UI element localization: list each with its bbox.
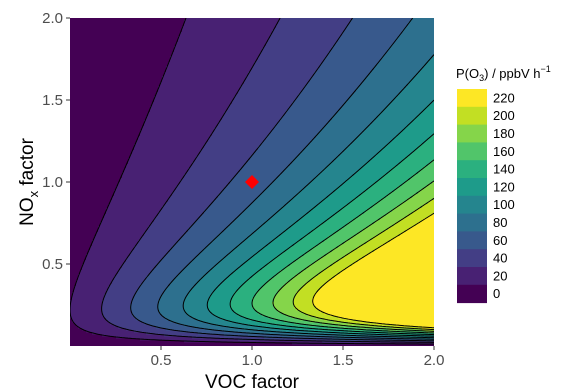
legend-label-100: 100	[493, 197, 515, 212]
legend-label-180: 180	[493, 126, 515, 141]
legend-label-120: 120	[493, 179, 515, 194]
legend-key-140	[457, 160, 487, 179]
y-axis-title: NOx factor	[17, 137, 41, 225]
legend-label-140: 140	[493, 162, 515, 177]
legend-label-220: 220	[493, 90, 515, 105]
contour-band-200	[294, 200, 434, 331]
x-tick-label: 1.0	[242, 352, 263, 369]
contour-line-140	[229, 133, 434, 336]
legend-label-200: 200	[493, 108, 515, 123]
x-tick-label: 2.0	[424, 352, 445, 369]
x-tick-label: 0.5	[151, 352, 172, 369]
contour-line-220	[312, 212, 434, 329]
legend-key-40	[457, 249, 487, 268]
contour-band-20	[70, 18, 434, 345]
colorbar-legend: P(O3) / ppbV h−1 22020018016014012010080…	[456, 64, 551, 304]
legend-title-pre: P(O	[456, 66, 479, 81]
y-tick-label: 0.5	[42, 256, 63, 273]
y-axis-title-base: NO	[17, 197, 38, 226]
legend-title-sup: −1	[541, 64, 551, 74]
legend-title-sub: 3	[479, 73, 484, 83]
y-axis-title-sub: x	[26, 190, 41, 197]
y-axis: 0.5 1.0 1.5 2.0	[42, 10, 70, 273]
contour-line-200	[292, 197, 434, 331]
legend-key-20	[457, 267, 487, 286]
legend-label-0: 0	[493, 286, 500, 301]
legend-key-80	[457, 213, 487, 232]
contour-line-40	[101, 18, 434, 343]
x-axis-title: VOC factor	[205, 372, 300, 392]
legend-key-60	[457, 231, 487, 250]
legend-label-60: 60	[493, 233, 507, 248]
y-tick-label: 1.5	[42, 92, 63, 109]
contour-band-120	[208, 102, 434, 337]
y-tick-label: 1.0	[42, 174, 63, 191]
contour-line-80	[157, 18, 434, 340]
contour-band-100	[184, 56, 434, 339]
contour-line-60	[130, 18, 434, 342]
legend-key-200	[457, 106, 487, 126]
legend-key-160	[457, 142, 487, 161]
legend-title: P(O3) / ppbV h−1	[456, 64, 551, 83]
contour-line-100	[182, 54, 434, 339]
legend-label-80: 80	[493, 215, 507, 230]
contour-line-160	[251, 159, 434, 334]
legend-title-post: ) / ppbV h	[484, 66, 540, 81]
contour-band-40	[102, 18, 434, 343]
y-axis-title-tail: factor	[17, 137, 38, 190]
contour-line-120	[206, 99, 434, 337]
legend-label-160: 160	[493, 144, 515, 159]
legend-key-100	[457, 195, 487, 215]
y-tick-label: 2.0	[42, 10, 63, 27]
legend-label-40: 40	[493, 251, 507, 266]
legend-key-0	[457, 284, 487, 304]
contour-line-20	[70, 18, 434, 345]
legend-key-120	[457, 178, 487, 197]
contour-band-160	[252, 160, 434, 333]
contour-line-180	[272, 180, 434, 332]
legend-key-180	[457, 124, 487, 143]
contour-band-80	[158, 18, 434, 341]
x-axis: 0.5 1.0 1.5 2.0	[151, 346, 445, 369]
legend-label-20: 20	[493, 268, 507, 283]
reference-point-marker	[245, 175, 259, 189]
legend-key-220	[457, 89, 487, 108]
contour-band-180	[272, 182, 434, 333]
contour-band-0	[70, 18, 434, 346]
plot-area	[70, 18, 434, 346]
x-tick-label: 1.5	[333, 352, 354, 369]
contour-band-220	[312, 214, 434, 329]
